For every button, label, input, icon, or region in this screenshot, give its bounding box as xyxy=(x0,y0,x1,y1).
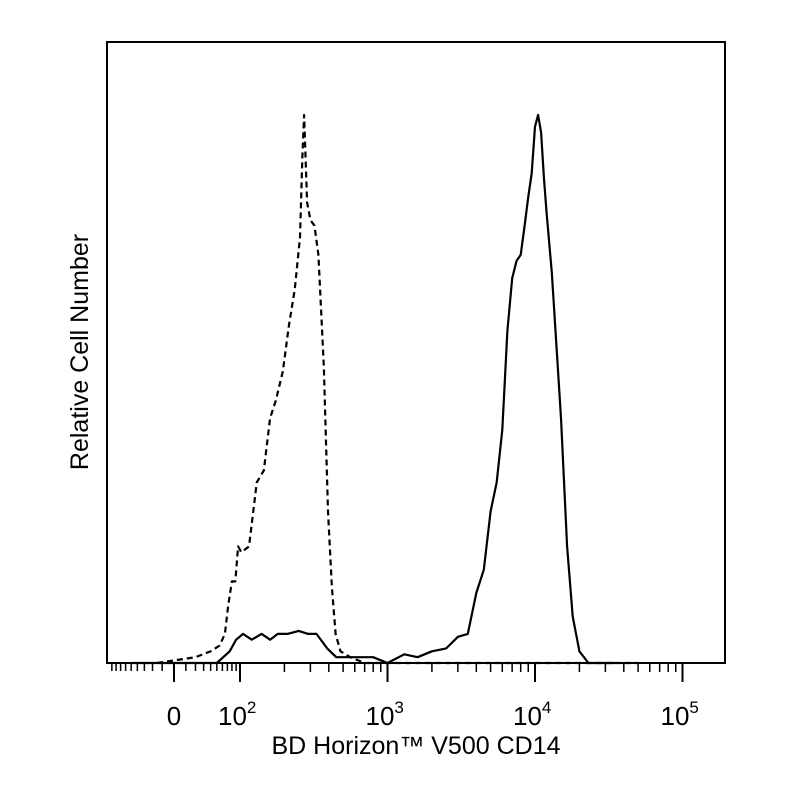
histogram-solid-series xyxy=(131,113,616,665)
x-axis-tick-labels: 0 102 103 104 105 xyxy=(107,662,725,731)
histogram-dashed-series xyxy=(156,113,639,665)
x-tick-label: 105 xyxy=(661,698,699,731)
x-axis-minor-ticks xyxy=(111,663,677,672)
x-axis-title: BD Horizon™ V500 CD14 xyxy=(271,732,560,760)
x-tick-label: 104 xyxy=(513,698,551,731)
plot-frame xyxy=(106,41,726,664)
x-tick-label: 103 xyxy=(366,698,404,731)
y-axis-title: Relative Cell Number xyxy=(66,234,94,470)
x-tick-label: 0 xyxy=(167,701,181,731)
series-layer xyxy=(131,113,639,665)
x-tick-label: 102 xyxy=(218,698,256,731)
